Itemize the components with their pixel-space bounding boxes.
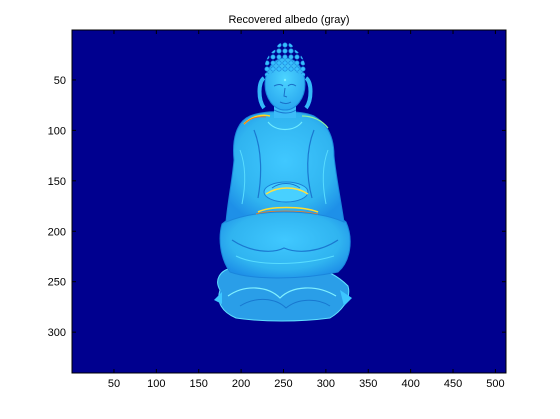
y-tick-label: 150 xyxy=(48,176,66,188)
x-tick-label: 300 xyxy=(317,378,335,390)
x-tick-label: 200 xyxy=(232,378,250,390)
x-tick-label: 100 xyxy=(147,378,165,390)
x-tick-label: 150 xyxy=(190,378,208,390)
x-tick-label: 350 xyxy=(359,378,377,390)
x-tick-label: 50 xyxy=(108,378,120,390)
x-axis-ticks: 50 100 150 200 250 300 350 400 450 500 xyxy=(108,30,505,390)
y-tick-label: 300 xyxy=(48,327,66,339)
chart-title: Recovered albedo (gray) xyxy=(228,14,349,26)
y-tick-label: 100 xyxy=(48,125,66,137)
y-axis-ticks: 50 100 150 200 250 300 xyxy=(48,75,506,339)
axes-frame xyxy=(71,29,507,374)
x-tick-label: 500 xyxy=(486,378,504,390)
y-tick-label: 200 xyxy=(48,226,66,238)
x-tick-label: 450 xyxy=(444,378,462,390)
y-tick-label: 250 xyxy=(48,277,66,289)
x-tick-label: 400 xyxy=(401,378,419,390)
x-tick-label: 250 xyxy=(274,378,292,390)
y-tick-label: 50 xyxy=(54,75,66,87)
statue-albedo xyxy=(214,42,352,322)
